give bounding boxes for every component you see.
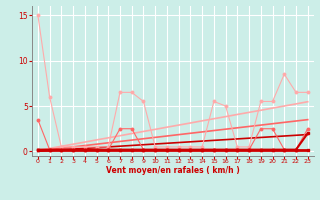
X-axis label: Vent moyen/en rafales ( km/h ): Vent moyen/en rafales ( km/h )	[106, 166, 240, 175]
